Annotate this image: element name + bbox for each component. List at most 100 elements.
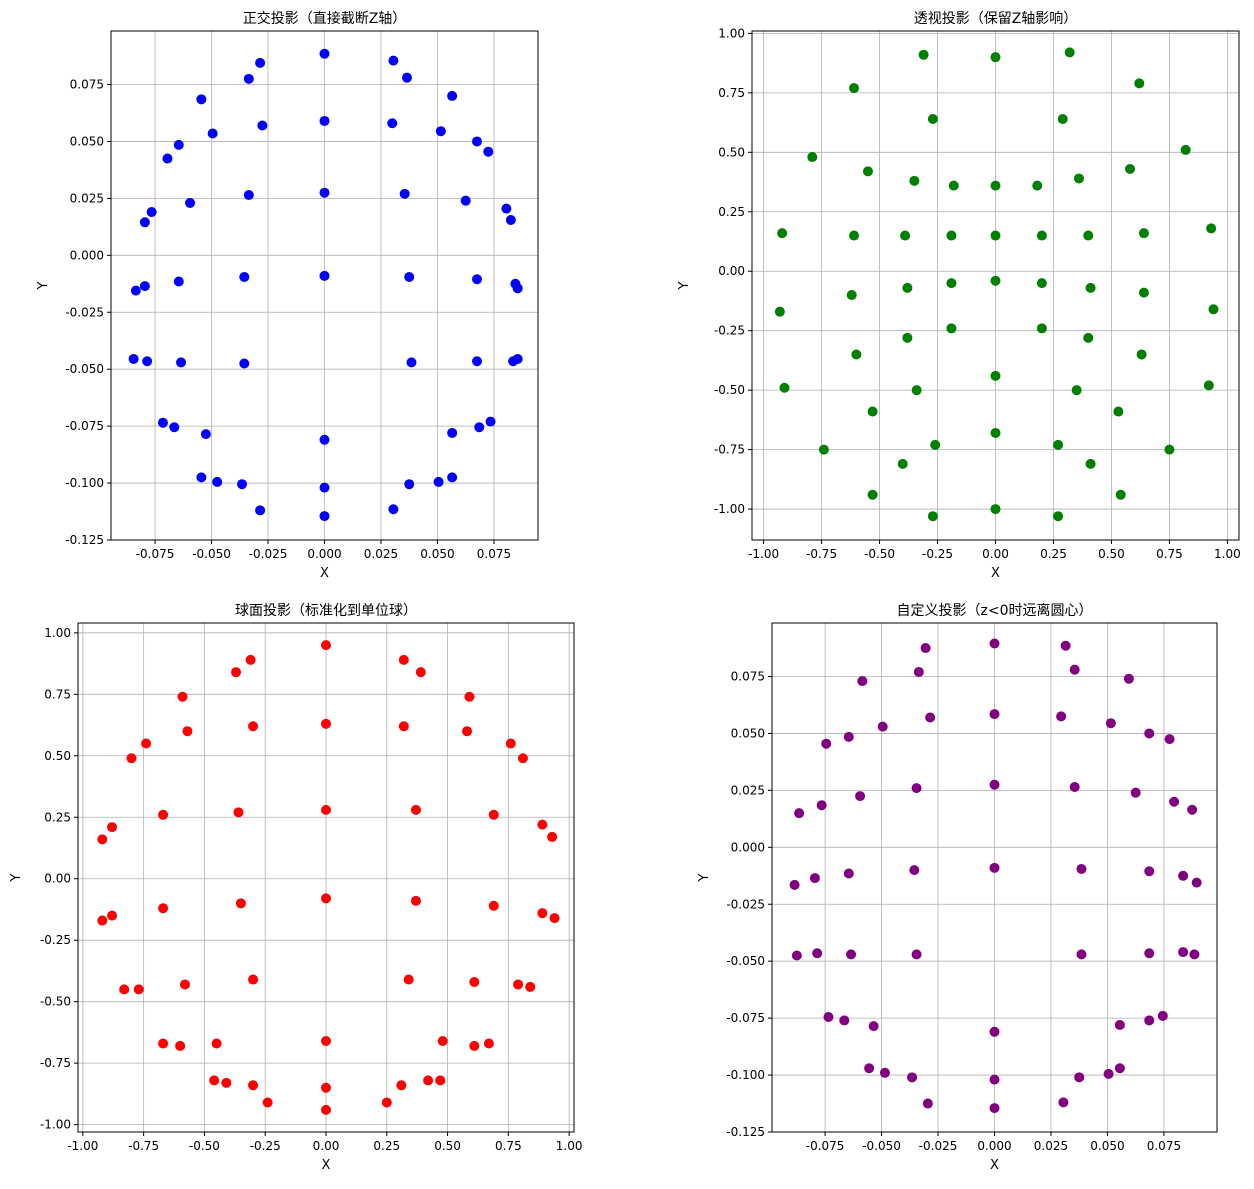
chart-3-point [182,726,193,737]
chart-3-y-tick-label: 1.00 [44,626,71,640]
chart-2-point [779,382,790,393]
chart-3-x-tick-label: 0.50 [434,1139,461,1153]
chart-3-point [505,738,516,749]
chart-1-x-tick-label: 0.025 [364,547,398,561]
chart-4-point [1123,673,1134,684]
chart-4-point [839,1015,850,1026]
chart-1-point [388,504,399,515]
chart-2-point [918,49,929,60]
chart-1-point [512,283,523,294]
chart-4-point [909,865,920,876]
chart-4-point [1164,734,1175,745]
chart-4-point [823,1011,834,1022]
chart-4-point [989,1026,1000,1037]
chart-3-point [537,819,548,830]
chart-3-point [321,893,331,904]
chart-3-point [221,1077,232,1088]
chart-4-point [1178,947,1189,958]
chart-4: -0.075 -0.050 -0.025 0.000 0.025 0.050 0.075 -0… [697,602,1218,1173]
chart-2-point [990,52,1001,63]
chart-4-point [1076,949,1087,960]
chart-1-point [485,416,496,427]
chart-3-point [398,654,409,665]
chart-4-point [1144,948,1155,959]
chart-1-point [472,136,482,147]
chart-3-point [321,718,331,729]
chart-3-point [398,721,409,732]
chart-4-point [1074,1072,1085,1083]
chart-1-y-tick-label: -0.100 [65,476,104,490]
chart-2-point [990,504,1001,515]
chart-3-x-tick-label: 0.25 [373,1139,400,1153]
chart-1-point [501,203,512,214]
chart-2-point [897,458,908,469]
chart-4-y-tick-label: -0.025 [726,897,765,911]
chart-2: -1.00 -0.75 -0.50 -0.25 0.00 0.25 0.50 0.75 1.00… [677,11,1241,581]
chart-2-y-tick-label: 0.00 [718,264,745,278]
chart-1-x-tick-label: 0.075 [477,547,511,561]
chart-2-y-tick-label: 0.75 [718,86,745,100]
chart-3-point [469,977,480,988]
chart-1-point [406,357,417,368]
chart-3-point [423,1075,434,1086]
chart-1-point [472,274,482,285]
chart-4-point [989,1074,1000,1085]
chart-3-point [410,804,421,815]
chart-2-point [1057,114,1068,125]
chart-1-point [474,422,485,433]
chart-3-point [107,910,118,921]
chart-2-point [1036,323,1047,334]
chart-2-point [927,114,938,125]
chart-4-y-tick-label: 0.050 [731,726,765,740]
chart-1-point [447,472,458,483]
chart-3-point [488,809,499,820]
chart-1-point [435,126,446,137]
chart-3-point [435,1075,446,1086]
chart-2-point [909,175,920,186]
chart-1-point [255,505,266,516]
chart-3-point [175,1040,186,1051]
chart-1-point [185,197,196,208]
chart-2-point [867,406,878,417]
chart-2-x-tick-label: 0.25 [1040,547,1067,561]
chart-2-point [849,83,860,94]
chart-2-point [846,290,857,301]
chart-4-point [1076,863,1087,874]
chart-4-point [1189,949,1200,960]
chart-1-y-tick-label: 0.000 [70,248,104,262]
chart-2-point [1138,228,1149,239]
chart-4-point [1191,877,1202,888]
chart-2-point [1032,180,1043,191]
chart-3-point [97,834,108,845]
chart-1-point [319,434,330,445]
chart-3-y-axis-label: Y [9,873,24,882]
chart-4-point [1169,796,1180,807]
chart-4-point [809,873,820,884]
chart-3-point [547,831,558,842]
chart-4-point [789,879,800,890]
chart-2-point [818,444,829,455]
chart-3-point [403,974,414,985]
chart-2-point [1115,489,1126,500]
chart-4-point [907,1072,918,1083]
chart-3-point [464,691,475,702]
chart-4-point [989,638,1000,649]
chart-4-title: 自定义投影（z<0时远离圆心） [897,602,1093,619]
chart-2-point [902,332,913,343]
chart-1-point [460,195,471,206]
chart-1-point [399,188,410,199]
chart-1-point [243,73,254,84]
chart-1-point [139,217,150,228]
chart-4-point [879,1067,890,1078]
chart-1-point [319,115,330,126]
chart-2-y-tick-label: 0.25 [718,205,745,219]
chart-2-point [946,323,957,334]
chart-2-point [990,427,1001,438]
chart-2-point [1071,385,1082,396]
chart-4-point [855,791,866,802]
chart-1-point [173,139,184,150]
chart-3-point [321,640,331,651]
chart-2-y-tick-label: -0.25 [714,324,745,338]
chart-2-x-tick-label: 1.00 [1214,547,1241,561]
chart-3-y-tick-label: 0.25 [44,810,71,824]
